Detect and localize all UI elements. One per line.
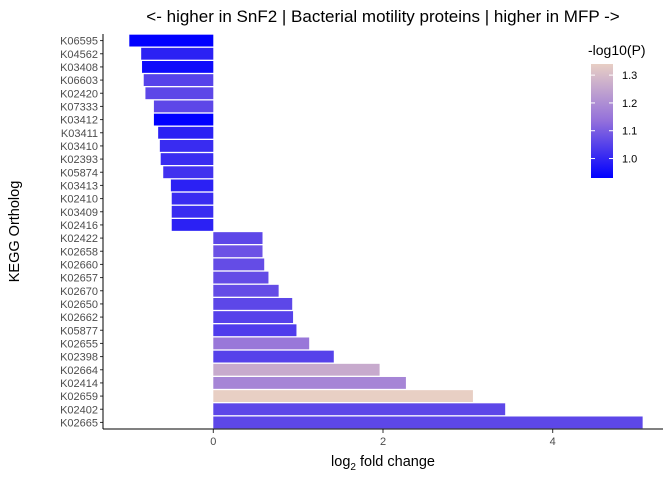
y-tick-label: K02410 (60, 194, 98, 206)
bar-K03411 (158, 126, 214, 139)
bar-K04562 (141, 47, 214, 60)
y-tick-label: K05877 (60, 325, 98, 337)
y-tick-label: K02659 (60, 391, 98, 403)
bar-K05877 (213, 324, 297, 337)
legend-ticks: 1.0 1.1 1.2 1.3 (591, 70, 637, 166)
y-tick-label: K03409 (60, 207, 98, 219)
y-tick-label: K05874 (60, 167, 98, 179)
bar-K06595 (129, 34, 214, 47)
bar-K02664 (213, 363, 380, 376)
bars-group (129, 34, 643, 429)
bar-K02660 (213, 258, 265, 271)
x-axis-title: log2 fold change (331, 454, 435, 473)
y-tick-label: K02402 (60, 404, 98, 416)
y-tick-label: K06595 (60, 36, 98, 48)
y-tick-label: K03411 (61, 128, 98, 140)
x-tick-label: 4 (550, 436, 556, 448)
bar-K02393 (160, 153, 214, 166)
y-tick-label: K02670 (60, 286, 98, 298)
bar-K03410 (159, 139, 214, 152)
bar-K02657 (213, 271, 269, 284)
y-tick-label: K02422 (60, 233, 98, 245)
bar-K03409 (171, 205, 214, 218)
x-axis-title-main: log (331, 454, 350, 470)
y-tick-label: K02662 (60, 312, 98, 324)
bar-K02662 (213, 311, 294, 324)
x-tick-label: 2 (380, 436, 386, 448)
y-tick-label: K02420 (60, 88, 98, 100)
y-tick-label: K07333 (60, 101, 98, 113)
y-tick-label: K02657 (60, 273, 98, 285)
y-tick-label: K03413 (60, 180, 98, 192)
y-tick-label: K02660 (60, 259, 98, 271)
bar-K02650 (213, 297, 293, 310)
bar-K02416 (171, 218, 214, 231)
y-tick-label: K02658 (60, 246, 98, 258)
y-tick-label: K02393 (60, 154, 98, 166)
y-tick-label: K04562 (60, 49, 98, 61)
bar-K03408 (142, 60, 214, 73)
legend-tick-label: 1.1 (622, 126, 637, 138)
x-axis-title-subscript: 2 (350, 462, 356, 473)
bar-K03413 (170, 179, 214, 192)
y-tick-label: K02665 (60, 417, 98, 429)
y-tick-label: K02398 (60, 352, 98, 364)
bar-K02420 (145, 87, 214, 100)
bar-K02659 (213, 390, 473, 403)
y-tick-label: K06603 (60, 75, 98, 87)
y-tick-label: K02655 (60, 338, 98, 350)
bar-K02670 (213, 284, 279, 297)
y-tick-label: K02414 (60, 378, 98, 390)
legend-title: -log10(P) (588, 42, 646, 58)
legend-tick-label: 1.0 (622, 154, 637, 166)
bar-K02655 (213, 337, 310, 350)
bar-K02398 (213, 350, 334, 363)
y-tick-label: K02664 (60, 365, 98, 377)
bar-K03412 (153, 113, 214, 126)
bar-K02422 (213, 232, 263, 245)
y-tick-label: K02416 (60, 220, 98, 232)
bar-K02665 (213, 416, 643, 429)
bar-K02410 (171, 192, 214, 205)
y-tick-label: K03412 (60, 115, 98, 127)
y-tick-label: K03410 (60, 141, 98, 153)
x-tick-label: 0 (210, 436, 216, 448)
legend-colorbar (591, 64, 613, 178)
y-tick-label: K02650 (60, 299, 98, 311)
bar-K05874 (163, 166, 214, 179)
legend-tick-label: 1.2 (622, 98, 637, 110)
bar-K06603 (143, 74, 214, 87)
y-tick-label: K03408 (60, 62, 98, 74)
bar-K02414 (213, 376, 406, 389)
legend-tick-label: 1.3 (622, 70, 637, 82)
bar-K02402 (213, 403, 506, 416)
bar-K02658 (213, 245, 263, 258)
chart-title: <- higher in SnF2 | Bacterial motility p… (146, 7, 619, 26)
y-axis-title: KEGG Ortholog (7, 181, 23, 283)
bar-K07333 (153, 100, 214, 113)
legend: -log10(P) 1.0 1.1 1.2 1.3 (588, 42, 646, 178)
x-axis-title-suffix: fold change (356, 454, 435, 470)
x-tick-labels: 0 2 4 (210, 429, 556, 448)
